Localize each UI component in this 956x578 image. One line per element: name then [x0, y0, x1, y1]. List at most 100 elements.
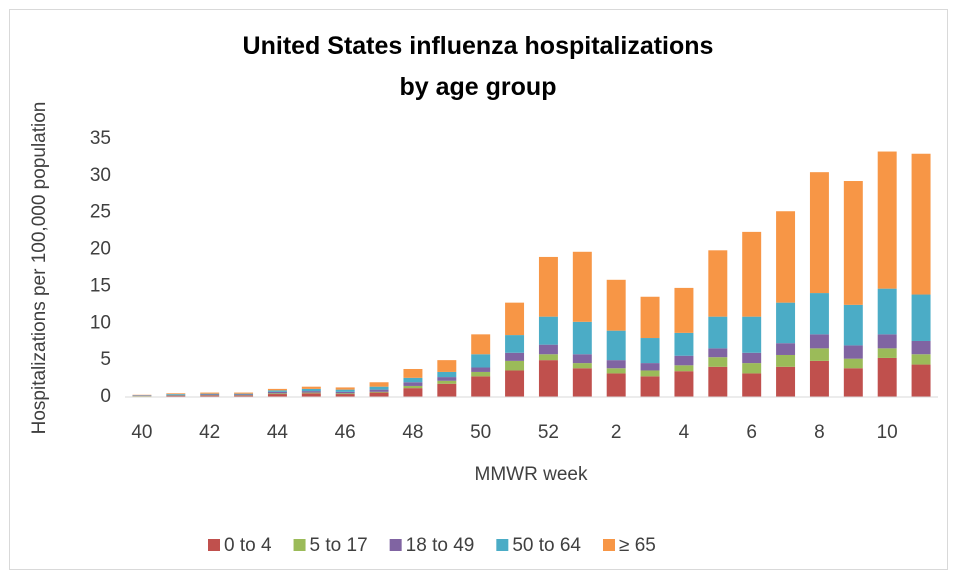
bar-segment — [234, 393, 254, 395]
bar-segment — [606, 373, 626, 397]
bar-segment — [200, 392, 220, 394]
bar-segment — [809, 293, 829, 335]
bar-segment — [301, 392, 321, 394]
bar-segment — [301, 388, 321, 392]
bar-segment — [437, 383, 457, 397]
bar-segment — [606, 330, 626, 361]
bar-segment — [572, 363, 592, 369]
bar-segment — [505, 352, 525, 361]
x-tick-label: 4 — [679, 422, 690, 443]
chart-title: United States influenza hospitalizations… — [242, 32, 714, 101]
bar-segment — [538, 344, 558, 355]
bar-segment — [403, 388, 423, 397]
bar-segment — [471, 367, 491, 372]
bar-segment — [708, 366, 728, 397]
bar-segment — [505, 370, 525, 397]
bar-segment — [742, 231, 762, 317]
bar-segment — [369, 391, 389, 393]
bar-segment — [809, 172, 829, 294]
bar-segment — [843, 345, 863, 359]
bar-segment — [911, 340, 931, 355]
legend-label: 0 to 4 — [224, 535, 272, 556]
bar-segment — [674, 365, 694, 372]
bar-segment — [369, 386, 389, 390]
bar-segment — [267, 388, 287, 391]
bar-segment — [369, 389, 389, 392]
bar-segment — [606, 279, 626, 331]
bar-segment — [335, 387, 355, 390]
x-tick-label: 46 — [335, 422, 356, 443]
legend-swatch — [208, 539, 220, 551]
bar-segment — [640, 296, 660, 339]
bar-segment — [437, 371, 457, 378]
bar-segment — [505, 335, 525, 353]
bar-segment — [267, 390, 287, 392]
y-tick-label: 30 — [90, 165, 111, 186]
bar-segment — [674, 371, 694, 397]
bar-segment — [843, 358, 863, 369]
bar-segment — [877, 348, 897, 358]
legend-label: 50 to 64 — [512, 535, 581, 556]
bar-segment — [437, 360, 457, 372]
bar-segment — [776, 211, 796, 303]
legend-label: ≥ 65 — [619, 535, 656, 556]
bar-segment — [572, 368, 592, 397]
bar-segment — [267, 394, 287, 397]
x-tick-label: 6 — [746, 422, 757, 443]
y-tick-label: 15 — [90, 275, 111, 296]
bar-segment — [640, 370, 660, 377]
x-tick-label: 50 — [470, 422, 491, 443]
x-tick-label: 44 — [267, 422, 289, 443]
bar-segment — [505, 302, 525, 336]
bar-segment — [708, 348, 728, 358]
y-tick-label: 0 — [100, 386, 111, 407]
bar-segment — [742, 316, 762, 353]
bar-segment — [809, 348, 829, 361]
bar-segment — [471, 376, 491, 397]
bar-segment — [234, 394, 254, 396]
bar-segment — [403, 377, 423, 383]
y-tick-label: 10 — [90, 312, 111, 333]
bar-segment — [708, 357, 728, 367]
bar-segment — [640, 376, 660, 397]
bar-segment — [538, 256, 558, 317]
bar-segment — [776, 354, 796, 367]
bar-segment — [301, 386, 321, 389]
bar-segment — [234, 395, 254, 397]
bar-segment — [538, 354, 558, 361]
x-tick-label: 10 — [877, 422, 898, 443]
x-axis-title: MMWR week — [475, 464, 588, 485]
bar-segment — [267, 393, 287, 395]
bar-segment — [471, 334, 491, 355]
x-tick-label: 2 — [611, 422, 622, 443]
bar-segment — [335, 393, 355, 395]
bar-segment — [674, 287, 694, 333]
bar-segment — [200, 394, 220, 396]
bar-segment — [572, 251, 592, 322]
bar-segment — [877, 357, 897, 397]
bar-segment — [911, 354, 931, 365]
y-axis-title: Hospitalizations per 100,000 population — [29, 102, 50, 435]
bar-segment — [538, 360, 558, 397]
bar-segment — [403, 368, 423, 378]
bar-segment — [267, 391, 287, 394]
bar-segment — [166, 394, 186, 395]
y-tick-label: 25 — [90, 202, 111, 223]
bar-segment — [437, 380, 457, 384]
bar-segment — [742, 373, 762, 397]
bar-segment — [403, 385, 423, 389]
bar-segment — [708, 316, 728, 349]
bar-segment — [742, 363, 762, 374]
bar-segment — [572, 321, 592, 355]
bar-segment — [403, 382, 423, 386]
legend-label: 5 to 17 — [310, 535, 368, 556]
bar-segment — [471, 371, 491, 377]
bar-segment — [606, 360, 626, 369]
bar-segment — [674, 355, 694, 366]
x-tick-label: 48 — [402, 422, 423, 443]
bar-segment — [335, 394, 355, 397]
bar-segment — [843, 181, 863, 305]
bar-segment — [369, 392, 389, 397]
bar-segment — [572, 354, 592, 364]
x-tick-label: 42 — [199, 422, 220, 443]
